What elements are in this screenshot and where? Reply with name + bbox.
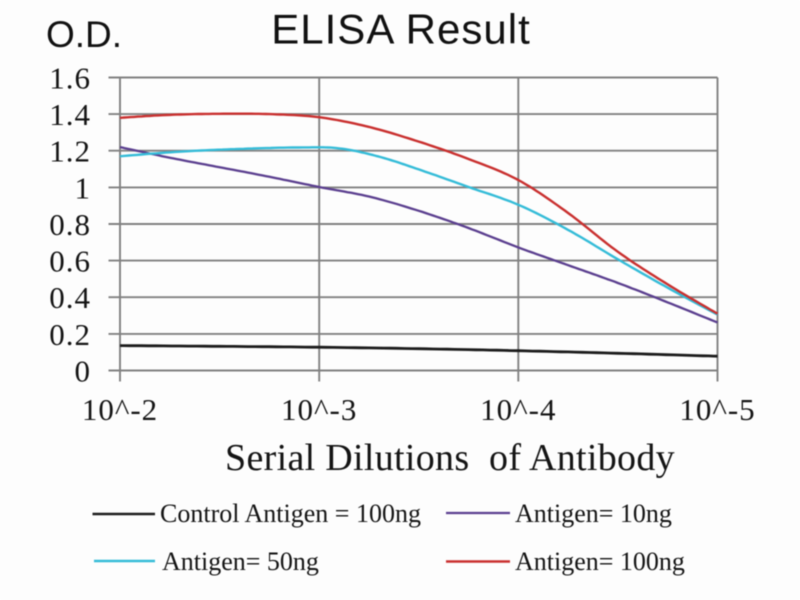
svg-text:Serial Dilutions of Antibody: Serial Dilutions of Antibody [225, 437, 675, 479]
svg-text:Antigen= 50ng: Antigen= 50ng [162, 547, 319, 576]
svg-text:Antigen= 10ng: Antigen= 10ng [515, 499, 672, 528]
svg-text:0: 0 [75, 354, 92, 389]
svg-text:1.6: 1.6 [49, 61, 91, 96]
svg-text:10^-2: 10^-2 [82, 392, 158, 427]
svg-text:10^-4: 10^-4 [480, 392, 556, 427]
svg-text:0.4: 0.4 [49, 280, 91, 315]
svg-text:Antigen= 100ng: Antigen= 100ng [515, 547, 685, 576]
svg-text:O.D.: O.D. [46, 14, 122, 55]
svg-text:0.6: 0.6 [49, 244, 91, 279]
svg-text:10^-5: 10^-5 [679, 392, 755, 427]
svg-text:ELISA Result: ELISA Result [271, 6, 530, 53]
svg-text:1.4: 1.4 [49, 97, 91, 132]
svg-text:Control Antigen = 100ng: Control Antigen = 100ng [160, 499, 421, 528]
svg-text:1.2: 1.2 [49, 134, 91, 169]
svg-text:1: 1 [75, 170, 92, 205]
svg-text:10^-3: 10^-3 [281, 392, 357, 427]
svg-text:0.2: 0.2 [49, 317, 91, 352]
svg-text:0.8: 0.8 [49, 207, 91, 242]
